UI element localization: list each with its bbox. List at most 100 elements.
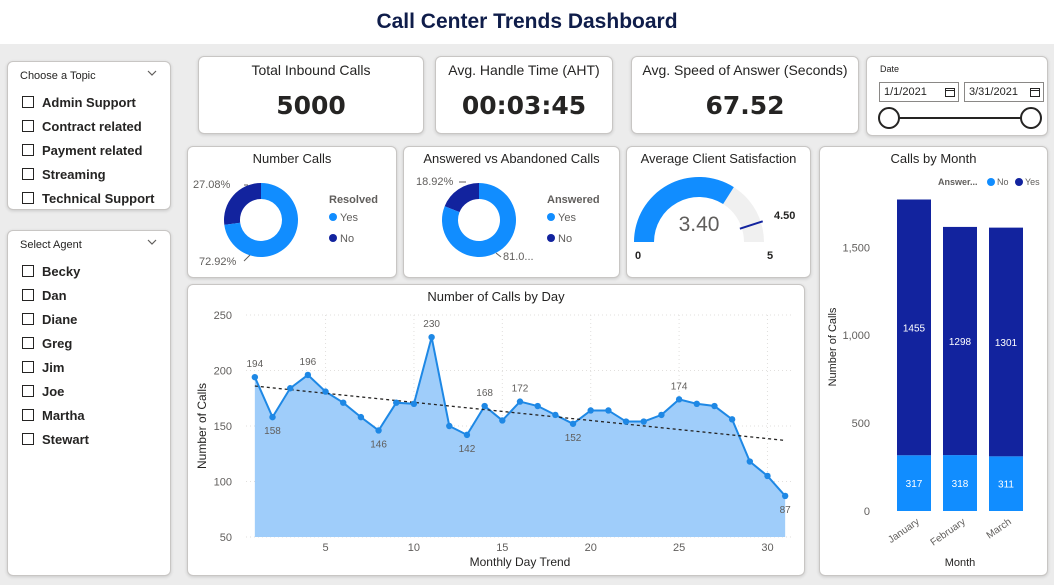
- y-tick-label: 1,000: [842, 330, 870, 342]
- agent-item[interactable]: Becky: [22, 259, 89, 283]
- data-point: [357, 413, 365, 421]
- kpi-total-calls: Total Inbound Calls 5000: [198, 56, 424, 134]
- legend-label-yes: Yes: [558, 212, 576, 224]
- gauge-fill: [634, 177, 734, 242]
- checkbox[interactable]: [22, 361, 34, 373]
- data-point: [499, 417, 506, 424]
- bar-label-no: 318: [952, 479, 969, 490]
- checkbox[interactable]: [22, 120, 34, 132]
- bar-label-yes: 1455: [903, 323, 926, 334]
- donut-slice-yes: [442, 183, 516, 257]
- legend-marker-no: [329, 234, 337, 242]
- kpi-label: Avg. Handle Time (AHT): [448, 62, 600, 78]
- agent-item-label: Diane: [42, 311, 78, 327]
- data-point: [622, 418, 630, 425]
- date-slicer-label: Date: [880, 64, 900, 74]
- data-label-yes: 72.92%: [199, 256, 237, 268]
- bar-segment-yes: [943, 226, 977, 456]
- legend-marker-yes: [547, 213, 555, 221]
- data-label: 174: [671, 381, 688, 392]
- kpi-label: Total Inbound Calls: [251, 62, 371, 78]
- data-point: [728, 416, 736, 423]
- agent-item[interactable]: Greg: [22, 331, 89, 355]
- checkbox[interactable]: [22, 337, 34, 349]
- data-label: 142: [459, 444, 476, 455]
- x-tick-label: 5: [322, 542, 328, 554]
- data-label: 146: [370, 439, 387, 450]
- topic-item-label: Streaming: [42, 166, 106, 182]
- agent-item-label: Stewart: [42, 431, 89, 447]
- data-point: [516, 398, 524, 405]
- slider-end-handle[interactable]: [1020, 107, 1042, 129]
- checkbox[interactable]: [22, 385, 34, 397]
- data-point: [410, 400, 418, 407]
- data-point: [746, 458, 754, 465]
- calls-by-day-card: Number of Calls by Day 50 100 150 200 250 5 10…: [187, 284, 805, 576]
- checkbox[interactable]: [22, 96, 34, 108]
- donut-slice-no: [224, 183, 261, 225]
- checkbox[interactable]: [22, 192, 34, 204]
- agent-item[interactable]: Joe: [22, 379, 89, 403]
- checkbox[interactable]: [22, 265, 34, 277]
- agent-item-label: Dan: [42, 287, 67, 303]
- chevron-down-icon[interactable]: [146, 236, 158, 248]
- checkbox[interactable]: [22, 433, 34, 445]
- data-point: [552, 411, 559, 419]
- data-point: [764, 472, 771, 480]
- date-range-slider[interactable]: [867, 105, 1049, 131]
- answered-vs-abandoned-donut: 18.92% 81.0... Answered Yes No: [416, 176, 600, 263]
- data-label: 87: [780, 505, 792, 516]
- gauge-target-label: 4.50: [774, 210, 795, 222]
- agent-item[interactable]: Martha: [22, 403, 89, 427]
- bar-segment-no: [943, 455, 977, 511]
- start-date-value: 1/1/2021: [884, 86, 927, 98]
- agent-item[interactable]: Dan: [22, 283, 89, 307]
- checkbox[interactable]: [22, 144, 34, 156]
- checkbox[interactable]: [22, 409, 34, 421]
- leader-line: [243, 254, 251, 262]
- gauge-target-marker: [739, 220, 764, 230]
- agent-item[interactable]: Stewart: [22, 427, 89, 451]
- topic-item[interactable]: Payment related: [22, 138, 154, 162]
- agent-item-label: Martha: [42, 407, 85, 423]
- bar-segment-yes: [897, 199, 931, 456]
- checkbox[interactable]: [22, 313, 34, 325]
- calendar-icon[interactable]: [945, 87, 955, 97]
- data-point: [340, 399, 347, 406]
- data-point: [446, 422, 453, 430]
- bar-segment-no: [989, 456, 1023, 511]
- slider-start-handle[interactable]: [878, 107, 900, 129]
- topic-item[interactable]: Technical Support: [22, 186, 154, 210]
- x-axis-title: Monthly Day Trend: [470, 555, 571, 569]
- data-point: [640, 418, 647, 425]
- checkbox[interactable]: [22, 168, 34, 180]
- topic-item[interactable]: Admin Support: [22, 90, 154, 114]
- chevron-down-icon[interactable]: [146, 67, 158, 79]
- start-date-input[interactable]: 1/1/2021: [879, 82, 959, 102]
- end-date-input[interactable]: 3/31/2021: [964, 82, 1044, 102]
- number-calls-donut: 27.08% 72.92% Resolved Yes No: [193, 179, 378, 268]
- data-point: [375, 427, 382, 434]
- kpi-value: 00:03:45: [461, 91, 587, 120]
- topic-item-label: Payment related: [42, 142, 143, 158]
- agent-list: Becky Dan Diane Greg Jim Joe Martha Stew…: [22, 259, 89, 451]
- data-point: [393, 399, 400, 406]
- bar-label-no: 317: [906, 479, 923, 490]
- agent-item[interactable]: Jim: [22, 355, 89, 379]
- legend-title: Answer...: [938, 177, 978, 187]
- x-tick-label: 25: [673, 542, 685, 554]
- data-point: [658, 411, 665, 419]
- agent-item[interactable]: Diane: [22, 307, 89, 331]
- calendar-icon[interactable]: [1030, 87, 1040, 97]
- x-tick-label: January: [886, 516, 921, 545]
- topic-item[interactable]: Streaming: [22, 162, 154, 186]
- checkbox[interactable]: [22, 289, 34, 301]
- y-axis-title: Number of Calls: [195, 383, 209, 469]
- data-label: 230: [423, 319, 440, 330]
- topic-item-label: Technical Support: [42, 190, 155, 206]
- data-label: 196: [300, 357, 317, 368]
- agent-slicer: Select Agent Becky Dan Diane Greg Jim Jo…: [7, 230, 171, 576]
- bar-label-yes: 1301: [995, 338, 1018, 349]
- topic-item[interactable]: Contract related: [22, 114, 154, 138]
- kpi-label: Avg. Speed of Answer (Seconds): [642, 62, 848, 78]
